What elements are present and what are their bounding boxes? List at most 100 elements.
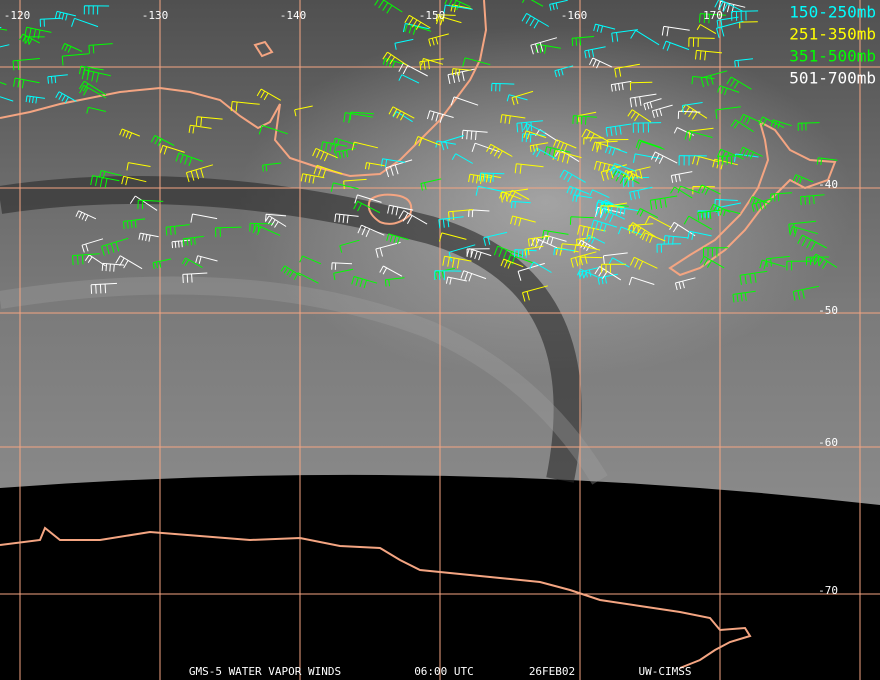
wind-barb — [443, 4, 473, 15]
wind-barb — [717, 155, 743, 165]
wind-barb — [159, 144, 185, 155]
wind-barb — [635, 139, 662, 149]
wind-barb — [0, 28, 8, 31]
wind-barb — [511, 200, 531, 209]
wind-barb — [185, 164, 214, 183]
wind-barb — [636, 208, 659, 219]
wind-barb — [589, 189, 610, 199]
wind-barb — [739, 21, 758, 29]
wind-barb — [544, 146, 571, 158]
wind-barb — [54, 10, 77, 21]
wind-barb — [601, 263, 627, 273]
wind-barb — [475, 185, 505, 196]
wind-barb — [594, 265, 622, 281]
wind-barb — [486, 143, 513, 159]
wind-barb — [716, 202, 742, 217]
wind-barb — [72, 253, 100, 266]
wind-barb — [514, 163, 544, 174]
wind-barb — [331, 262, 353, 270]
wind-barb — [662, 40, 690, 51]
wind-barb — [150, 135, 175, 147]
wind-barb — [71, 17, 99, 28]
wind-barb — [523, 130, 547, 140]
wind-barb — [404, 14, 431, 30]
wind-barb — [626, 166, 651, 181]
wind-barb — [553, 247, 575, 256]
wind-barb — [684, 130, 713, 141]
wind-barb — [428, 33, 449, 47]
wind-barb — [629, 186, 653, 201]
wind-barb — [608, 257, 630, 268]
wind-barb — [382, 51, 408, 66]
wind-barb — [585, 234, 606, 244]
wind-barb — [521, 0, 544, 7]
wind-barb — [451, 68, 472, 76]
wind-barb — [596, 140, 618, 150]
footer: GMS-5 WATER VAPOR WINDS 06:00 UTC 26FEB02 U… — [189, 665, 692, 678]
wind-barb — [699, 13, 727, 24]
wind-barb — [500, 114, 526, 125]
wind-barb — [797, 122, 820, 131]
wind-barb — [451, 153, 474, 164]
wind-barb — [25, 95, 45, 104]
wind-barb — [165, 224, 190, 236]
wind-barb — [442, 255, 472, 269]
grid-labels: -120 -130 -140 -150 -160 170 -40 -50 -60 -70 — [4, 9, 838, 597]
wind-barb — [398, 74, 420, 84]
wind-barb — [770, 119, 792, 129]
wind-barb — [19, 33, 40, 46]
wind-barb — [522, 285, 548, 302]
footer-text: 26FEB02 — [529, 665, 575, 678]
wind-barb — [730, 119, 754, 133]
wind-barb — [579, 256, 603, 265]
wind-barb — [0, 96, 14, 102]
wind-barb — [674, 277, 696, 291]
wind-barb — [786, 260, 814, 271]
wind-barb — [119, 128, 140, 140]
wind-barb — [351, 141, 379, 151]
wind-barb — [630, 29, 660, 46]
wind-barb — [718, 0, 746, 14]
wind-barb — [13, 77, 40, 89]
wind-barb — [716, 148, 744, 161]
wind-barb — [12, 58, 40, 71]
wind-barb — [559, 169, 586, 183]
wind-barb — [517, 262, 545, 281]
wind-barb — [445, 276, 468, 285]
wind-barb — [471, 142, 500, 153]
wind-barb — [0, 81, 7, 86]
wind-barb — [493, 245, 524, 261]
legend: 150-250mb 251-350mb 351-500mb 501-700mb — [789, 3, 876, 88]
wind-barb — [696, 24, 717, 35]
wind-barb — [524, 245, 544, 256]
wind-barb — [644, 215, 672, 229]
wind-barb — [700, 70, 728, 88]
wind-barb — [434, 267, 455, 280]
wind-barb — [570, 251, 597, 268]
longitude-label: -150 — [419, 9, 446, 22]
wind-barb — [388, 106, 415, 121]
wind-barb — [604, 145, 628, 156]
wind-barb — [182, 272, 208, 284]
wind-barb — [678, 155, 707, 166]
wind-barb — [333, 268, 354, 281]
wind-barb — [797, 234, 827, 251]
wind-barb — [577, 224, 606, 238]
wind-barb — [98, 170, 122, 179]
wind-barb — [749, 196, 770, 206]
wind-barb — [649, 195, 678, 210]
wind-barb — [299, 255, 322, 265]
wind-barb — [24, 26, 52, 39]
wind-barb — [716, 20, 744, 38]
wind-barb — [385, 159, 413, 178]
wind-barb — [294, 105, 313, 117]
wind-barb — [623, 176, 650, 188]
wind-barb — [386, 233, 409, 245]
wind-barb — [420, 58, 444, 66]
wind-barb — [461, 129, 488, 141]
wind-barb — [530, 37, 558, 55]
wind-barb — [792, 174, 814, 184]
wind-barb — [265, 213, 287, 222]
wind-barb — [86, 106, 107, 114]
wind-barb — [739, 270, 768, 285]
